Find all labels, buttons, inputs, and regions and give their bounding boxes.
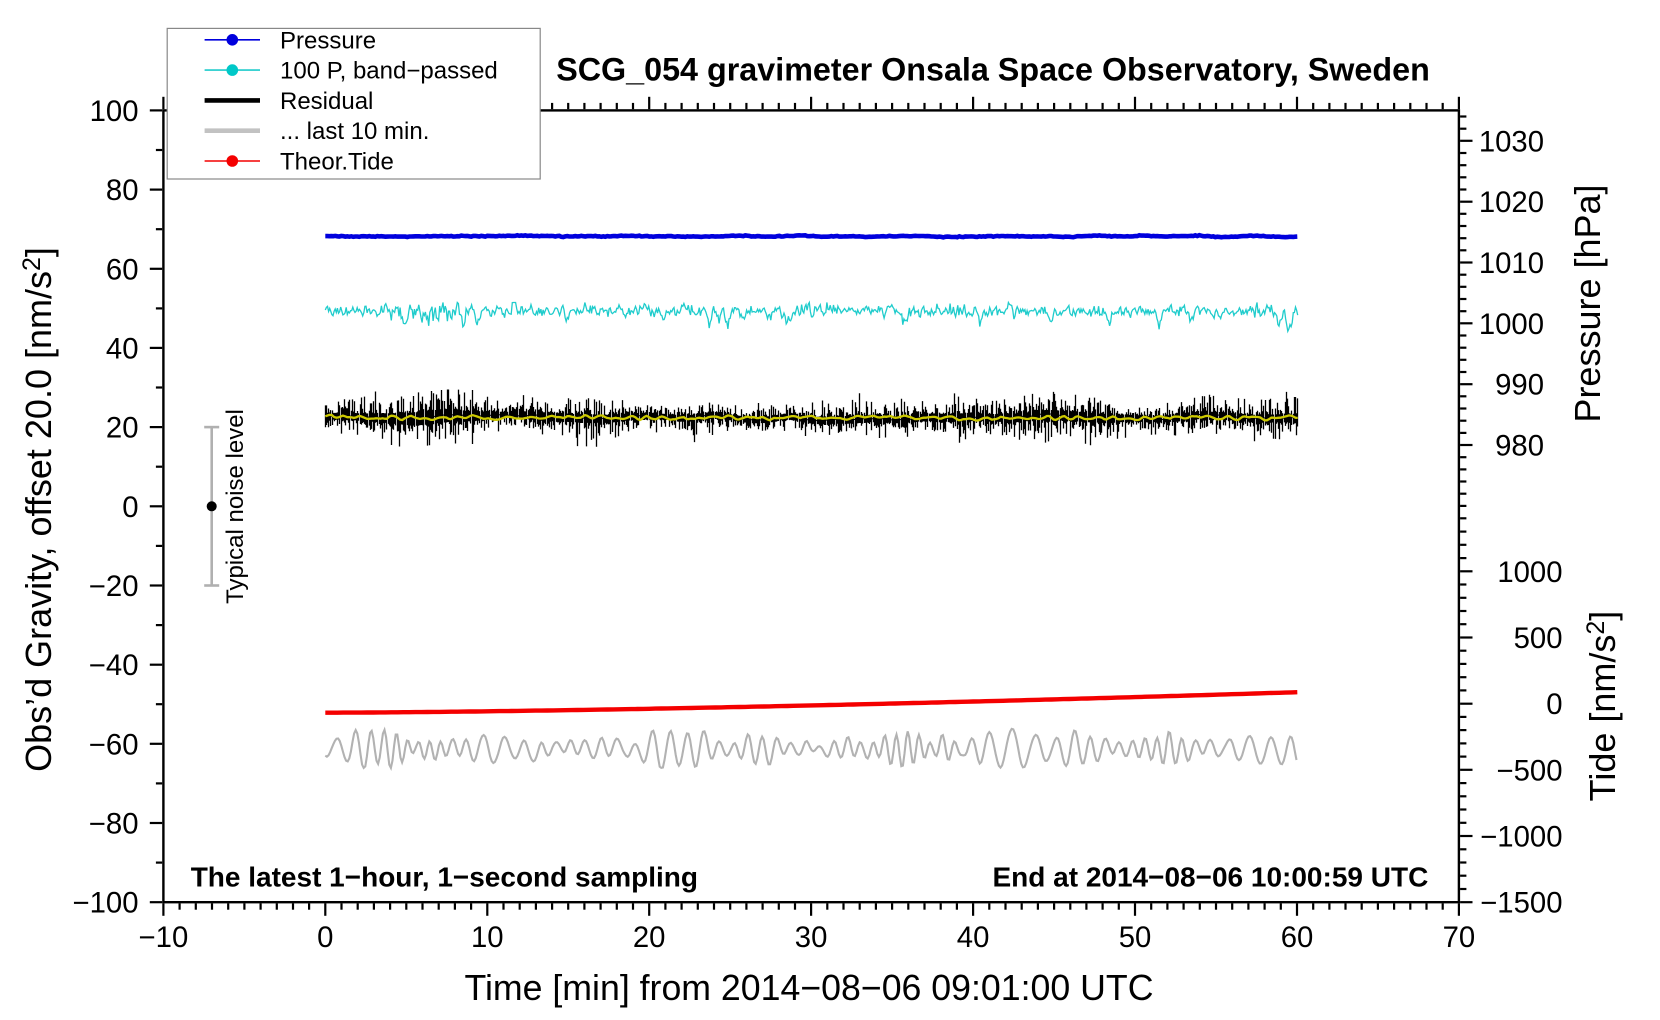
svg-text:50: 50 — [1119, 921, 1152, 954]
svg-text:Obs’d Gravity, offset 20.0 [nm: Obs’d Gravity, offset 20.0 [nm/s2] — [18, 247, 59, 772]
svg-text:Time [min] from 2014−08−06 09:: Time [min] from 2014−08−06 09:01:00 UTC — [465, 968, 1154, 1008]
svg-text:80: 80 — [106, 174, 139, 207]
svg-text:Residual: Residual — [280, 88, 373, 115]
svg-text:30: 30 — [795, 921, 828, 954]
svg-text:70: 70 — [1443, 921, 1476, 954]
svg-text:60: 60 — [106, 253, 139, 286]
svg-text:... last 10 min.: ... last 10 min. — [280, 118, 429, 145]
svg-text:40: 40 — [106, 332, 139, 365]
svg-text:−1000: −1000 — [1480, 821, 1562, 854]
svg-text:20: 20 — [106, 412, 139, 445]
svg-text:1000: 1000 — [1479, 308, 1544, 341]
svg-text:−100: −100 — [73, 887, 139, 920]
svg-text:1000: 1000 — [1497, 556, 1562, 589]
svg-text:60: 60 — [1281, 921, 1314, 954]
svg-text:1010: 1010 — [1479, 247, 1544, 280]
svg-text:990: 990 — [1495, 369, 1544, 402]
svg-text:Tide [nm/s2]: Tide [nm/s2] — [1582, 611, 1623, 802]
svg-text:0: 0 — [317, 921, 333, 954]
svg-text:−500: −500 — [1497, 754, 1563, 787]
svg-text:Theor.Tide: Theor.Tide — [280, 149, 394, 176]
svg-text:SCG_054 gravimeter Onsala Spac: SCG_054 gravimeter Onsala Space Observat… — [556, 52, 1430, 88]
svg-text:500: 500 — [1514, 622, 1563, 655]
svg-text:−10: −10 — [139, 921, 189, 954]
svg-text:Pressure [hPa]: Pressure [hPa] — [1567, 184, 1608, 422]
svg-text:−1500: −1500 — [1480, 887, 1562, 920]
svg-text:100: 100 — [90, 95, 139, 128]
svg-text:40: 40 — [957, 921, 990, 954]
svg-text:Typical noise level: Typical noise level — [222, 409, 249, 604]
svg-text:−80: −80 — [89, 808, 139, 841]
svg-text:20: 20 — [633, 921, 666, 954]
svg-text:Pressure: Pressure — [280, 27, 376, 54]
svg-text:End at 2014−08−06 10:00:59 UTC: End at 2014−08−06 10:00:59 UTC — [992, 862, 1428, 893]
svg-text:100 P, band−passed: 100 P, band−passed — [280, 58, 498, 85]
svg-text:1030: 1030 — [1479, 125, 1544, 158]
svg-text:0: 0 — [122, 491, 138, 524]
svg-text:−60: −60 — [89, 728, 139, 761]
svg-text:−40: −40 — [89, 649, 139, 682]
svg-text:−20: −20 — [89, 570, 139, 603]
svg-text:980: 980 — [1495, 430, 1544, 463]
svg-text:The latest 1−hour, 1−second sa: The latest 1−hour, 1−second sampling — [191, 862, 698, 893]
svg-text:10: 10 — [471, 921, 504, 954]
svg-text:1020: 1020 — [1479, 186, 1544, 219]
svg-text:0: 0 — [1546, 688, 1562, 721]
